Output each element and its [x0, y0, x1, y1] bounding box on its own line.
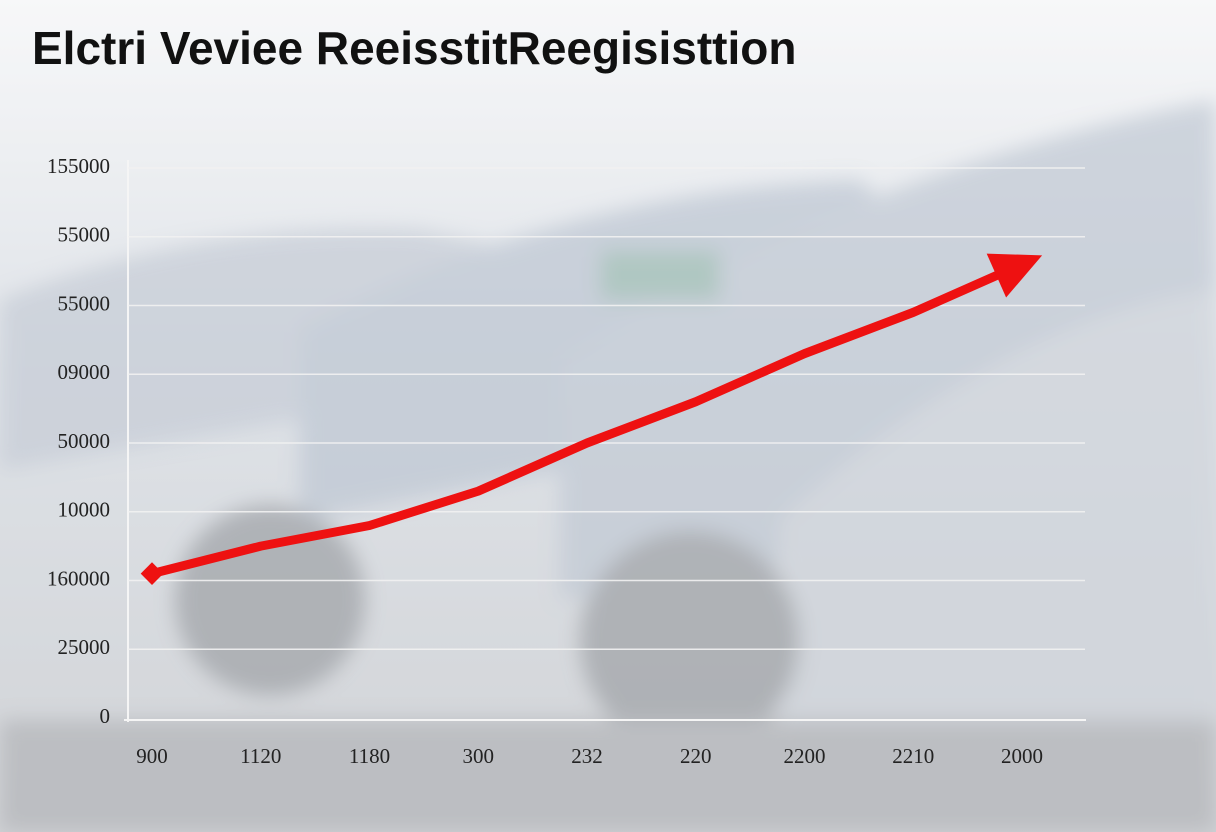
- y-tick-label: 55000: [58, 291, 111, 315]
- y-tick-label: 50000: [58, 429, 111, 453]
- y-tick-label: 25000: [58, 635, 111, 659]
- x-tick-label: 1180: [349, 744, 390, 768]
- line: [147, 259, 1027, 579]
- x-tick-label: 1120: [240, 744, 281, 768]
- y-tick-label: 55000: [58, 223, 111, 247]
- x-tick-label: 300: [463, 744, 495, 768]
- arrow-head: [986, 253, 1043, 298]
- y-tick-label: 10000: [58, 498, 111, 522]
- y-tick-label: 160000: [47, 566, 110, 590]
- y-tick-label: 0: [100, 704, 111, 728]
- x-tick-label: 2000: [1001, 744, 1043, 768]
- y-tick-label: 155000: [47, 154, 110, 178]
- chart-title: Elctri Veviee ReeisstitReegisisttion: [32, 22, 796, 74]
- x-tick-label: 900: [136, 744, 168, 768]
- y-tick-label: 09000: [58, 360, 111, 384]
- x-tick-label: 220: [680, 744, 712, 768]
- x-tick-label: 232: [571, 744, 603, 768]
- x-tick-label: 2200: [784, 744, 826, 768]
- background-cars: [0, 100, 1216, 832]
- x-tick-label: 2210: [892, 744, 934, 768]
